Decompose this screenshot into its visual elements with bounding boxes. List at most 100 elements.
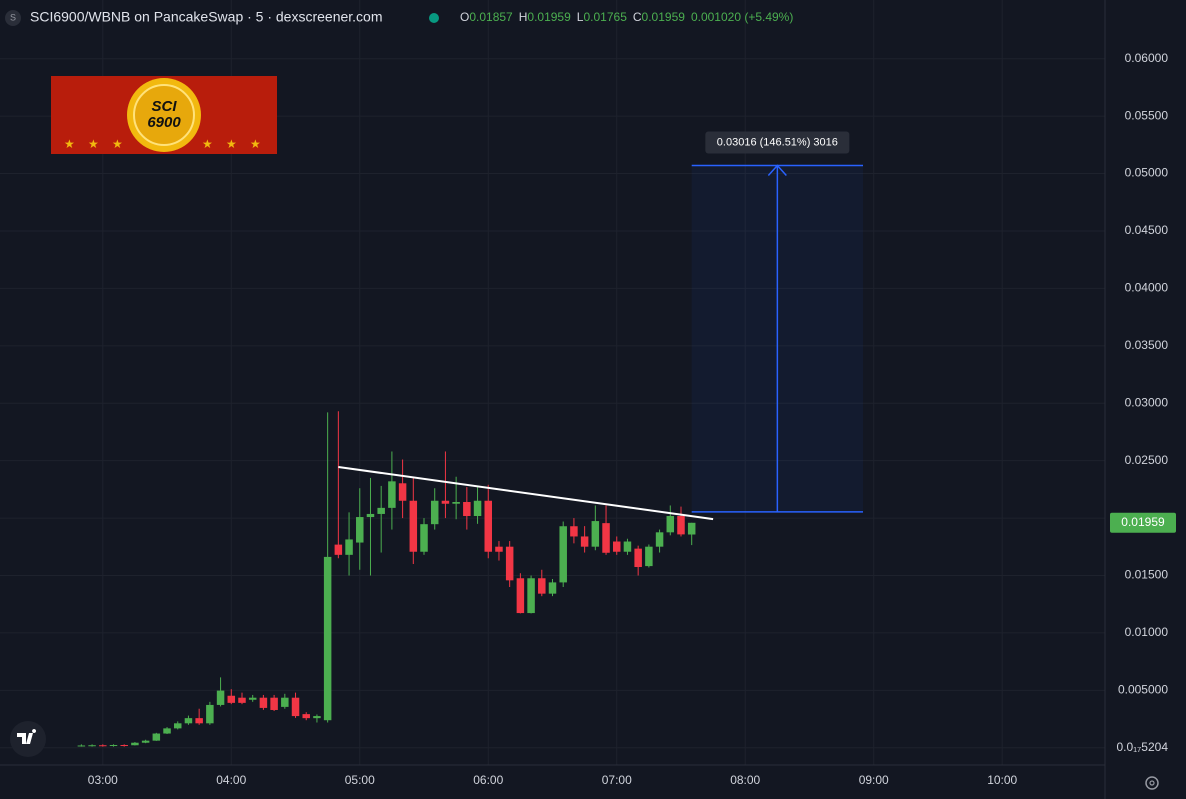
last-price-bg xyxy=(1110,512,1176,533)
candle-body xyxy=(281,697,289,707)
y-tick-label: 0.06000 xyxy=(1125,51,1169,65)
candle-body xyxy=(313,716,321,719)
candle-body xyxy=(634,548,642,568)
candle-body xyxy=(666,516,675,533)
y-tick-label: 0.05500 xyxy=(1125,108,1169,122)
y-tick-label: 0.03000 xyxy=(1125,395,1169,409)
logo-stars: ★ ★ ★ ★ ★ ★ xyxy=(64,137,261,151)
ohlc-part: 0.01959 xyxy=(527,10,571,24)
candle-body xyxy=(184,718,193,724)
measure-label-bg xyxy=(705,131,850,154)
candle-body xyxy=(259,697,268,708)
x-tick-label: 03:00 xyxy=(88,773,118,787)
candle-body xyxy=(452,502,460,504)
x-tick-label: 10:00 xyxy=(987,773,1017,787)
svg-text:★: ★ xyxy=(64,137,75,151)
y-tick-label: 0.0₁₇5204 xyxy=(1116,740,1168,754)
candle-body xyxy=(291,697,300,717)
tv-logo-mark xyxy=(17,729,37,744)
candle-body xyxy=(302,714,310,719)
candle-body xyxy=(77,745,86,747)
logo-coin-inner xyxy=(133,84,195,146)
y-tick-label: 0.01000 xyxy=(1125,625,1169,639)
settings-gear-center xyxy=(1149,780,1155,786)
ohlc-part: O xyxy=(460,10,469,24)
candle-body xyxy=(473,500,482,517)
ohlc-part: 0.001020 (+5.49%) xyxy=(691,10,793,24)
ohlc-part: 0.01857 xyxy=(469,10,513,24)
candle-body xyxy=(195,718,203,724)
candle-body xyxy=(152,733,161,741)
candle-body xyxy=(570,526,578,537)
candle-body xyxy=(548,582,557,594)
candle-body xyxy=(99,745,107,747)
candle-body xyxy=(505,546,514,581)
candle-body xyxy=(463,502,471,517)
settings-gear[interactable] xyxy=(1145,776,1159,790)
logo-text: SCI xyxy=(151,98,177,115)
candle-body xyxy=(612,541,621,552)
svg-text:★: ★ xyxy=(250,137,261,151)
candle-body xyxy=(527,578,535,614)
candle-body xyxy=(484,500,493,552)
candle-body xyxy=(591,521,600,547)
candle-body xyxy=(120,745,128,747)
candle-body xyxy=(388,481,396,508)
y-tick-label: 0.03500 xyxy=(1125,338,1169,352)
y-tick-label: 0.04500 xyxy=(1125,223,1169,237)
candle-body xyxy=(441,500,450,504)
candle-body xyxy=(248,697,257,700)
measure-arrowhead xyxy=(767,164,787,177)
candle-body xyxy=(602,523,610,553)
last-price-label: 0.01959 xyxy=(1121,515,1165,529)
x-tick-label: 04:00 xyxy=(216,773,246,787)
candle-body xyxy=(216,690,225,705)
candle-body xyxy=(334,544,343,555)
candle-body xyxy=(398,483,407,501)
pair-icon-letter: S xyxy=(10,12,16,22)
candle-body xyxy=(163,728,171,734)
y-tick-label: 0.01500 xyxy=(1125,568,1169,582)
x-tick-label: 08:00 xyxy=(730,773,760,787)
measure-label: 0.03016 (146.51%) 3016 xyxy=(717,136,838,148)
status-dot xyxy=(429,13,439,23)
logo-text: 6900 xyxy=(147,114,181,131)
candle-body xyxy=(516,578,525,614)
y-tick-label: 0.04000 xyxy=(1125,281,1169,295)
candle-body xyxy=(409,500,418,552)
candle-body xyxy=(677,516,685,535)
tv-logo xyxy=(10,721,46,757)
candle-body xyxy=(645,546,653,567)
candle-body xyxy=(420,524,428,552)
candle-body xyxy=(538,578,546,594)
candle-body xyxy=(88,745,96,747)
candle-body xyxy=(430,500,439,525)
candle-body xyxy=(366,513,375,518)
y-tick-label: 0.005000 xyxy=(1118,683,1168,697)
candle-body xyxy=(655,532,664,547)
ohlc-part: 0.01765 xyxy=(583,10,627,24)
candle-body xyxy=(559,526,567,583)
settings-icon[interactable] xyxy=(1145,776,1159,790)
candle-body xyxy=(227,695,236,703)
candle-body xyxy=(206,704,214,724)
candle-body xyxy=(173,723,182,729)
candle-body xyxy=(377,507,385,514)
y-tick-label: 0.02500 xyxy=(1125,453,1169,467)
candle-body xyxy=(356,517,364,543)
candle-body xyxy=(238,697,246,703)
svg-text:★: ★ xyxy=(202,137,213,151)
ohlc-part: 0.01959 xyxy=(642,10,686,24)
x-tick-label: 07:00 xyxy=(602,773,632,787)
pair-title: SCI6900/WBNB on PancakeSwap · 5 · dexscr… xyxy=(30,9,383,25)
svg-text:★: ★ xyxy=(88,137,99,151)
x-tick-label: 06:00 xyxy=(473,773,503,787)
ohlc-part: C xyxy=(633,10,642,24)
candle-body xyxy=(141,740,150,743)
candle-body xyxy=(323,556,332,721)
svg-text:★: ★ xyxy=(226,137,237,151)
logo: SCI 6900 ★ ★ ★ ★ ★ ★ xyxy=(51,76,277,154)
candle-body xyxy=(270,697,278,710)
pair-icon xyxy=(5,10,21,26)
candle-body xyxy=(623,541,632,552)
